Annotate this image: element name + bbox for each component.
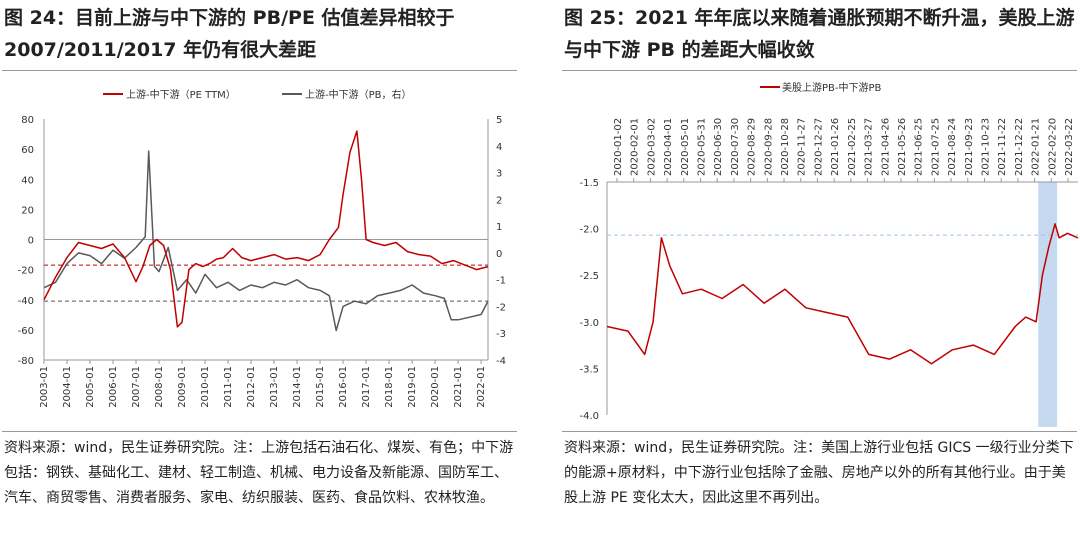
x-tick-label: 2020-01-02 [613,118,624,176]
x-tick-label: 2009-01 [177,366,188,408]
x-tick-label: 2022-01 [476,366,487,408]
y-tick-label: -2.0 [579,225,599,236]
x-tick-label: 2021-08-24 [947,118,958,176]
x-tick-label: 2006-01 [108,366,119,408]
x-tick-label: 2017-01 [361,366,372,408]
right-y-tick-label: 2 [496,195,502,206]
left-y-tick-label: 60 [21,145,34,156]
left-y-tick-label: 40 [21,175,34,186]
x-tick-label: 2019-01 [407,366,418,408]
right-chart: 美股上游PB-中下游PB -1.5 -2.0 -2.5 -3.0 -3.5 -4.0 2020… [579,81,1079,427]
x-tick-label: 2020-05-01 [680,118,691,176]
left-y-tick-label: -80 [18,356,34,367]
x-tick-label: 2004-01 [62,366,73,408]
x-tick-label: 2005-01 [85,366,96,408]
x-tick-label: 2020-12-27 [813,118,824,176]
right-source-note: 资料来源：wind，民生证券研究院。注：美国上游行业包括 GICS 一级行业分类… [564,440,1074,506]
x-tick-label: 2020-09-28 [763,118,774,176]
y-tick-label: -3.5 [579,364,599,375]
right-source-rule [562,431,1077,432]
right-y-tick-label: -3 [496,329,506,340]
right-y-tick-label: -1 [496,276,506,287]
left-y-tick-label: 0 [28,236,34,247]
left-title-rule [2,70,517,71]
x-tick-label: 2021-03-27 [864,118,875,176]
left-figure: 图 24：目前上游与中下游的 PB/PE 估值差异相较于 2007/2011/2… [0,0,520,543]
x-tick-label: 2021-04-26 [880,118,891,176]
legend-label-pe: 上游-中下游（PE TTM） [126,88,236,101]
x-tick-label: 2020-05-31 [697,118,708,176]
x-tick-label: 2020-08-29 [747,118,758,176]
x-tick-label: 2021-09-23 [964,118,975,176]
right-y-tick-label: 0 [496,249,502,260]
left-y-tick-label: 20 [21,205,34,216]
x-tick-label: 2020-06-30 [713,118,724,176]
y-tick-label: -2.5 [579,271,599,282]
x-tick-label: 2021-01 [453,366,464,408]
left-y-tick-label: -40 [18,296,34,307]
x-tick-label: 2021-05-26 [897,118,908,176]
x-tick-label: 2018-01 [384,366,395,408]
highlight-band [1038,182,1058,427]
legend-label-us-pb: 美股上游PB-中下游PB [782,81,882,94]
x-tick-label: 2003-01 [39,366,50,408]
legend-label-pb: 上游-中下游（PB，右） [305,88,412,101]
right-y-tick-label: 4 [496,142,502,153]
x-tick-label: 2022-02-20 [1047,118,1058,176]
x-tick-label: 2007-01 [131,366,142,408]
left-figure-title: 图 24：目前上游与中下游的 PB/PE 估值差异相较于 2007/2011/2… [4,7,455,61]
x-tick-label: 2021-12-22 [1014,118,1025,176]
x-tick-label: 2008-01 [154,366,165,408]
x-tick-label: 2021-02-25 [847,118,858,176]
right-figure-title: 图 25：2021 年年底以来随着通胀预期不断升温，美股上游与中下游 PB 的差… [564,7,1075,61]
x-tick-label: 2021-06-25 [914,118,925,176]
left-source-note: 资料来源：wind，民生证券研究院。注：上游包括石油石化、煤炭、有色；中下游包括… [4,440,514,506]
x-tick-label: 2016-01 [338,366,349,408]
right-title-rule [562,70,1077,71]
left-source-rule [2,431,517,432]
x-tick-label: 2022-01-21 [1031,118,1042,176]
x-tick-label: 2014-01 [292,366,303,408]
x-tick-label: 2010-01 [200,366,211,408]
left-y-tick-label: -60 [18,326,34,337]
right-y-tick-label: 3 [496,169,502,180]
x-tick-label: 2011-01 [223,366,234,408]
right-y-tick-label: -2 [496,302,506,313]
x-tick-label: 2020-01 [430,366,441,408]
right-y-tick-label: 5 [496,115,502,126]
pe-series-line [43,130,489,328]
x-tick-label: 2022-03-22 [1064,118,1075,176]
x-tick-label: 2013-01 [269,366,280,408]
x-tick-label: 2021-11-22 [997,118,1008,176]
y-tick-label: -4.0 [579,411,599,422]
left-y-tick-label: 80 [21,115,34,126]
x-tick-label: 2020-02-01 [630,118,641,176]
right-y-tick-label: -4 [496,356,506,367]
right-y-tick-label: 1 [496,222,502,233]
x-tick-label: 2015-01 [315,366,326,408]
x-tick-label: 2012-01 [246,366,257,408]
y-tick-label: -3.0 [579,318,599,329]
y-tick-label: -1.5 [579,178,599,189]
x-tick-label: 2020-03-02 [646,118,657,176]
x-tick-label: 2021-07-25 [930,118,941,176]
x-tick-label: 2020-04-01 [663,118,674,176]
x-tick-label: 2020-10-28 [780,118,791,176]
left-chart: 上游-中下游（PE TTM） 上游-中下游（PB，右）-80-60-40-2002… [18,88,506,408]
us-pb-series-line [606,223,1079,365]
left-y-tick-label: -20 [18,266,34,277]
x-tick-label: 2020-07-30 [730,118,741,176]
right-figure: 图 25：2021 年年底以来随着通胀预期不断升温，美股上游与中下游 PB 的差… [560,0,1080,543]
pb-series-line [43,150,489,332]
x-tick-label: 2021-01-26 [830,118,841,176]
x-tick-label: 2021-10-23 [980,118,991,176]
x-tick-label: 2020-11-27 [797,118,808,176]
